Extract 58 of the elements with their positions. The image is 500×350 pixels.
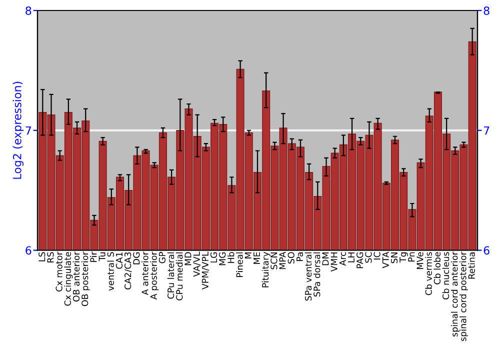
x-tick-label: SO — [288, 252, 294, 264]
x-tick-label: SN — [390, 252, 398, 264]
x-tick-label: Pn — [408, 252, 415, 262]
y2-tick-label: 7 — [484, 126, 490, 135]
y2-tick-label: 8 — [484, 6, 490, 15]
x-tick-label: spinal cord anterior — [450, 252, 460, 336]
y-tick-label: 6 — [26, 246, 32, 255]
x-tick-label: LH — [348, 252, 354, 262]
x-tick-label: LS — [38, 252, 46, 262]
x-tick-label: SC — [365, 252, 372, 263]
x-tick-label: CA1 — [116, 252, 123, 269]
x-tick-label: DG — [133, 252, 140, 264]
x-tick-label: Tg — [400, 252, 408, 263]
x-tick-label: CPu medial — [176, 252, 183, 300]
x-tick-label: A posterior — [150, 252, 159, 300]
x-tick-label: Arc — [339, 252, 346, 266]
x-tick-label: Pir — [90, 252, 97, 262]
x-tick-label: IC — [374, 252, 380, 260]
x-tick-label: GP — [158, 252, 166, 264]
x-tick-label: Cx cingulate — [64, 252, 73, 306]
x-tick-label: M — [244, 252, 252, 258]
x-tick-label: Retina — [468, 252, 475, 279]
y2-tick-label: 6 — [484, 246, 490, 255]
x-tick-label: MG — [219, 252, 226, 266]
x-tick-label: SCN — [270, 252, 278, 270]
x-tick-label: Pineal — [236, 252, 243, 278]
x-tick-label: CPu lateral — [167, 252, 174, 299]
x-tick-label: OB anterior — [72, 252, 80, 302]
x-tick-label: PAG — [356, 252, 364, 268]
x-tick-label: MVe — [416, 252, 424, 270]
x-tick-label: Pituitary — [262, 252, 270, 288]
x-tick-label: Cb nucleus — [442, 252, 450, 300]
x-tick-label: Cb vermis — [425, 252, 432, 296]
x-tick-label: VA/VL — [193, 252, 201, 277]
x-tick-label: CA2/CA3 — [124, 252, 132, 290]
x-tick-label: VTA — [382, 252, 389, 268]
x-tick-label: ME — [254, 252, 260, 264]
x-tick-label: Pa — [296, 252, 304, 262]
x-tick-label: LG — [210, 252, 218, 262]
x-tick-label: Tu — [98, 252, 106, 262]
x-tick-label: Cx motor — [56, 252, 62, 292]
x-tick-label: ventral S — [107, 252, 114, 291]
y-tick-label: 7 — [26, 126, 31, 135]
x-tick-label: A anterior — [142, 252, 148, 296]
x-tick-label: SPa ventral — [304, 252, 312, 301]
x-tick-label: Hb — [227, 252, 234, 263]
x-tick-label: OB posterior — [81, 252, 90, 306]
x-tick-label: SPa dorsal — [313, 252, 320, 296]
y-tick-label: 8 — [26, 6, 32, 15]
x-tick-label: VPM/VPL — [202, 252, 210, 290]
x-tick-label: RS — [47, 252, 54, 262]
x-tick-label: DM — [322, 252, 329, 266]
x-tick-label: MD — [184, 252, 192, 266]
x-tick-label: Cb lobe — [434, 252, 441, 284]
x-tick-label: MPA — [279, 252, 286, 270]
x-tick-label: spinal cord posterior — [460, 252, 468, 342]
y-axis-title: Log2 (expression) — [12, 82, 24, 179]
x-tick-label: VMH — [330, 252, 338, 272]
